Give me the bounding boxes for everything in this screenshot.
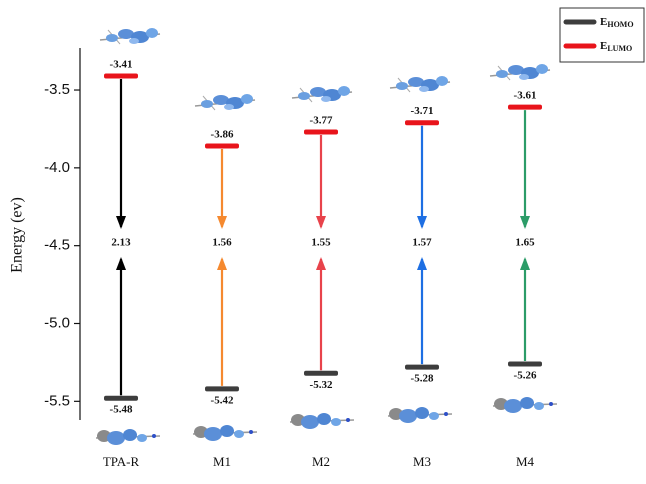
homo-level: [405, 365, 439, 370]
lumo-value-label: -3.77: [310, 115, 333, 127]
gap-label: 1.65: [515, 237, 535, 249]
homo-level: [304, 371, 338, 376]
chart: Energy (ev) EHOMOELUMO -3.5-4.0-4.5-5.0-…: [0, 0, 646, 484]
x-tick-label: M2: [312, 454, 330, 469]
y-tick-label: -4.5: [44, 237, 70, 254]
legend-label-main: E: [600, 16, 607, 28]
lumo-value-label: -3.41: [110, 59, 133, 71]
gap-arrowhead: [217, 257, 227, 270]
gap-label: 1.56: [212, 237, 232, 249]
legend-label-sub: LUMO: [607, 44, 632, 53]
gap-arrowhead: [116, 216, 126, 229]
y-tick-label: -5.5: [44, 392, 70, 409]
homo-value-label: -5.26: [514, 369, 537, 381]
lumo-level: [508, 105, 542, 110]
gap-arrowhead: [316, 216, 326, 229]
lumo-level: [405, 120, 439, 125]
gap-arrowhead: [520, 257, 530, 270]
y-tick-label: -5.0: [44, 314, 70, 331]
gap-label: 1.55: [311, 237, 331, 249]
x-tick-label: M1: [213, 454, 231, 469]
y-tick-label: -3.5: [44, 81, 70, 98]
x-tick-label: M3: [413, 454, 431, 469]
lumo-value-label: -3.71: [411, 105, 434, 117]
gap-arrowhead: [520, 216, 530, 229]
gap-arrowhead: [417, 257, 427, 270]
y-tick-label: -4.0: [44, 159, 70, 176]
lumo-level: [304, 130, 338, 135]
legend-label-main: E: [600, 40, 607, 52]
gap-label: 1.57: [412, 237, 432, 249]
homo-value-label: -5.42: [211, 394, 234, 406]
lumo-value-label: -3.61: [514, 90, 537, 102]
lumo-level: [205, 144, 239, 149]
y-axis-label: Energy (ev): [9, 197, 26, 273]
homo-value-label: -5.28: [411, 373, 434, 385]
gap-label: 2.13: [111, 237, 131, 249]
homo-value-label: -5.32: [310, 379, 333, 391]
homo-level: [205, 386, 239, 391]
lumo-level: [104, 74, 138, 79]
homo-level: [104, 396, 138, 401]
x-tick-label: M4: [516, 454, 535, 469]
homo-value-label: -5.48: [110, 404, 133, 416]
legend-label-sub: HOMO: [607, 20, 633, 29]
gap-arrowhead: [316, 257, 326, 270]
gap-arrowhead: [417, 216, 427, 229]
homo-level: [508, 361, 542, 366]
gap-arrowhead: [116, 257, 126, 270]
x-tick-label: TPA-R: [103, 454, 140, 469]
gap-arrowhead: [217, 216, 227, 229]
lumo-value-label: -3.86: [211, 129, 234, 141]
